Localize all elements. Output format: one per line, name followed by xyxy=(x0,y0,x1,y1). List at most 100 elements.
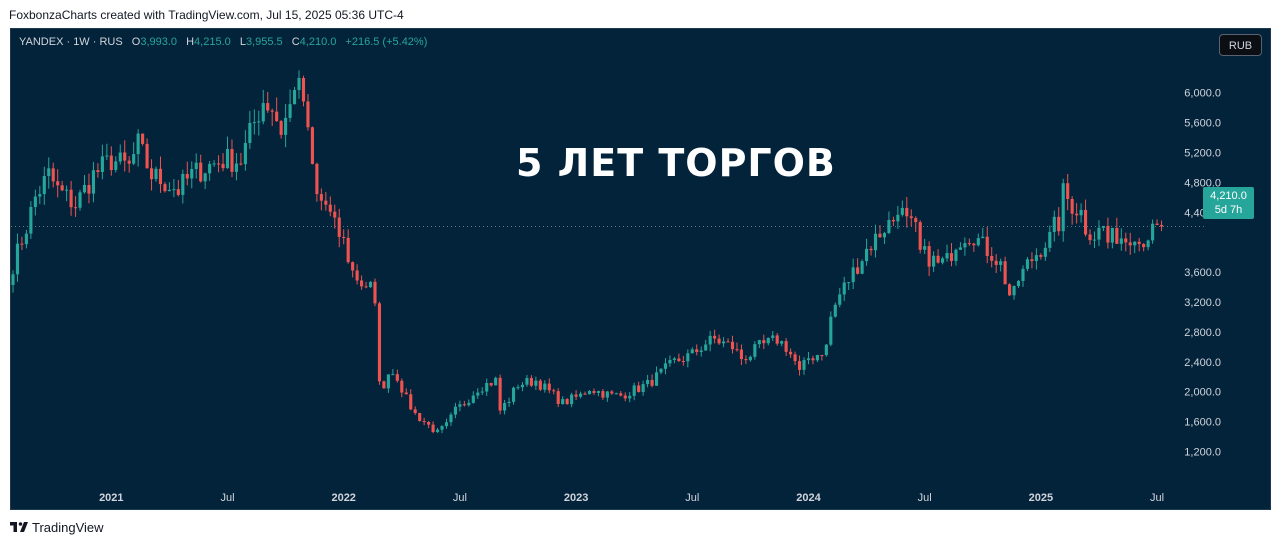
candlestick-chart[interactable]: 1,200.0 1,600.0 2,000.0 2,400.0 2,800.0 3,200… xyxy=(11,29,1271,510)
candle-body xyxy=(480,391,484,393)
candle-body xyxy=(435,429,440,432)
candle-body xyxy=(1151,223,1155,241)
candle-body xyxy=(623,395,627,399)
candle-body xyxy=(123,152,127,161)
candle-body xyxy=(556,391,560,404)
candle-body xyxy=(60,185,64,191)
candle-body xyxy=(351,262,355,271)
candle-body xyxy=(677,358,681,361)
candle-body xyxy=(1034,255,1038,262)
x-tick-label: 2024 xyxy=(796,492,821,504)
currency-button[interactable]: RUB xyxy=(1219,34,1262,56)
y-tick-label: 5,600.0 xyxy=(1184,118,1221,130)
candle-body xyxy=(766,337,770,344)
x-tick-label: Jul xyxy=(453,492,467,504)
x-tick-label: Jul xyxy=(1150,492,1164,504)
candle-body xyxy=(176,189,180,195)
candle-body xyxy=(811,358,815,361)
y-tick-label: 3,600.0 xyxy=(1184,267,1221,279)
candle-body xyxy=(1030,259,1034,262)
candle-body xyxy=(149,168,154,180)
candle-body xyxy=(516,387,520,389)
candle-body xyxy=(261,103,265,122)
candle-body xyxy=(574,394,578,397)
candle-body xyxy=(726,341,730,343)
candle-body xyxy=(494,377,498,386)
candle-body xyxy=(413,409,417,414)
candle-body xyxy=(386,374,390,389)
candle-body xyxy=(605,391,609,398)
open-label: O xyxy=(131,36,141,48)
candle-body xyxy=(476,392,480,396)
candle-body xyxy=(525,378,529,385)
candle-body xyxy=(699,350,703,352)
candle-body xyxy=(252,122,256,124)
candle-body xyxy=(1155,223,1159,225)
candle-body xyxy=(860,261,864,274)
x-tick-label: Jul xyxy=(918,492,932,504)
candle-body xyxy=(1119,238,1123,244)
candle-body xyxy=(141,133,145,144)
candle-body xyxy=(873,233,878,251)
chart-pane[interactable]: 1,200.0 1,600.0 2,000.0 2,400.0 2,800.0 3,200… xyxy=(10,28,1271,510)
candle-body xyxy=(650,379,654,386)
candle-body xyxy=(672,358,676,360)
candle-body xyxy=(172,189,176,191)
candle-body xyxy=(748,356,752,361)
candle-body xyxy=(994,260,998,265)
candle-body xyxy=(704,344,708,351)
candle-body xyxy=(1016,281,1021,287)
candle-body xyxy=(722,341,726,344)
candle-body xyxy=(646,379,650,385)
candle-body xyxy=(775,335,779,344)
candle-body xyxy=(342,236,346,238)
candle-body xyxy=(154,168,158,180)
high-label: H xyxy=(186,36,195,48)
candle-body xyxy=(762,340,766,344)
candle-body xyxy=(462,404,466,406)
candle-body xyxy=(681,360,685,362)
candle-body xyxy=(485,382,489,392)
candle-body xyxy=(319,194,323,201)
y-tick-label: 1,200.0 xyxy=(1184,447,1221,459)
y-tick-label: 2,800.0 xyxy=(1184,327,1221,339)
candle-body xyxy=(275,111,279,122)
candle-body xyxy=(212,163,216,165)
overlay-title: 5 ЛЕТ ТОРГОВ xyxy=(516,141,836,185)
candle-body xyxy=(1012,286,1016,296)
candle-body xyxy=(784,341,788,352)
candle-body xyxy=(999,261,1003,265)
candle-body xyxy=(847,282,851,284)
candle-body xyxy=(896,214,900,222)
candle-body xyxy=(565,399,569,405)
candle-body xyxy=(936,255,940,263)
candle-body xyxy=(1110,227,1114,243)
candle-body xyxy=(422,420,426,423)
candle-body xyxy=(266,103,270,111)
y-tick-label: 2,400.0 xyxy=(1184,357,1221,369)
candle-body xyxy=(815,355,819,361)
candle-body xyxy=(239,163,243,165)
symbol-label[interactable]: YANDEX · 1W · RUS xyxy=(19,36,123,48)
candle-body xyxy=(1021,268,1025,282)
candle-body xyxy=(1128,242,1132,246)
candle-body xyxy=(118,152,122,162)
candle-body xyxy=(87,184,91,194)
candle-body xyxy=(923,246,927,250)
candle-body xyxy=(1057,216,1061,232)
candle-body xyxy=(418,413,422,421)
candle-body xyxy=(990,255,994,261)
candle-body xyxy=(1101,226,1105,228)
candle-body xyxy=(96,170,100,172)
candle-body xyxy=(949,253,954,261)
candle-body xyxy=(587,390,592,395)
candle-body xyxy=(301,77,306,102)
candle-body xyxy=(458,404,462,407)
candle-body xyxy=(284,117,288,135)
candle-body xyxy=(641,384,645,392)
candle-body xyxy=(310,127,314,164)
candle-body xyxy=(292,90,297,105)
candle-body xyxy=(619,393,623,396)
candle-body xyxy=(882,233,887,238)
candle-body xyxy=(33,196,37,208)
